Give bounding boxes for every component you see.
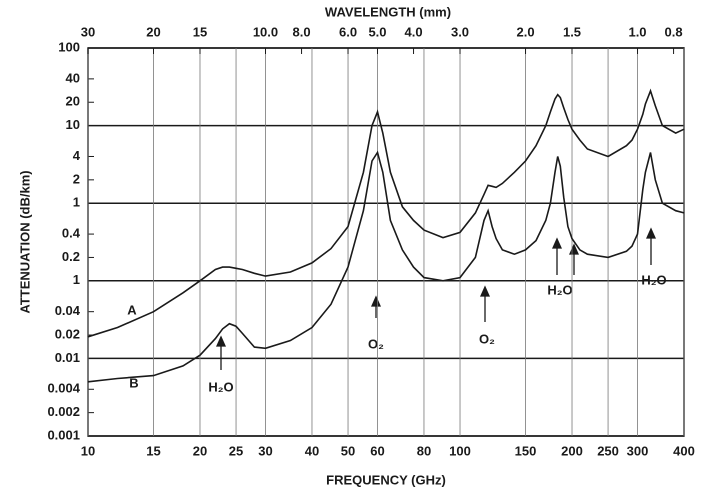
arrow-head bbox=[370, 295, 382, 307]
arrow-head bbox=[551, 237, 563, 249]
x2-tick-label: 1.5 bbox=[563, 24, 581, 39]
y-tick-label: 0.04 bbox=[55, 303, 81, 318]
y-tick-label: 0.01 bbox=[55, 350, 80, 365]
x2-tick-label: 30 bbox=[81, 24, 95, 39]
x-tick-label: 20 bbox=[193, 443, 207, 458]
y-tick-label: 10 bbox=[66, 117, 80, 132]
x-tick-label: 250 bbox=[597, 443, 619, 458]
x2-tick-label: 10.0 bbox=[253, 24, 278, 39]
x-tick-label: 50 bbox=[341, 443, 355, 458]
x-tick-label: 10 bbox=[81, 443, 95, 458]
x2-tick-label: 3.0 bbox=[451, 24, 469, 39]
annotation: O₂ bbox=[368, 336, 384, 351]
x-tick-label: 30 bbox=[258, 443, 272, 458]
arrow-head bbox=[215, 335, 227, 347]
x2-tick-label: 20 bbox=[146, 24, 160, 39]
y-tick-label: 0.4 bbox=[62, 226, 81, 241]
x2-tick-label: 6.0 bbox=[339, 24, 357, 39]
x2-tick-label: 2.0 bbox=[516, 24, 534, 39]
annotation: H₂O bbox=[641, 272, 666, 287]
y-tick-label: 100 bbox=[58, 39, 80, 54]
y-tick-label: 0.2 bbox=[62, 249, 80, 264]
x-tick-label: 150 bbox=[515, 443, 537, 458]
x2-tick-label: 15 bbox=[193, 24, 207, 39]
x2-tick-label: 1.0 bbox=[628, 24, 646, 39]
y-tick-label: 0.02 bbox=[55, 326, 80, 341]
y-tick-label: 4 bbox=[73, 148, 81, 163]
x-tick-label: 100 bbox=[449, 443, 471, 458]
x2-tick-label: 8.0 bbox=[293, 24, 311, 39]
annotation: O₂ bbox=[479, 331, 495, 346]
x-tick-label: 15 bbox=[146, 443, 160, 458]
x-tick-label: 400 bbox=[673, 443, 695, 458]
x2-tick-label: 4.0 bbox=[405, 24, 423, 39]
x-axis-title: FREQUENCY (GHz) bbox=[326, 472, 446, 487]
x2-tick-label: 0.8 bbox=[665, 24, 683, 39]
y-tick-label: 2 bbox=[73, 171, 80, 186]
y-tick-label: 0.001 bbox=[47, 427, 80, 442]
series-label: B bbox=[129, 375, 138, 390]
y-tick-label: 1 bbox=[73, 272, 80, 287]
x-tick-label: 300 bbox=[627, 443, 649, 458]
series-line bbox=[87, 88, 685, 338]
plot-frame bbox=[87, 47, 685, 437]
x-tick-label: 25 bbox=[229, 443, 243, 458]
y-axis-title: ATTENUATION (dB/km) bbox=[17, 170, 32, 313]
y-tick-label: 0.002 bbox=[47, 404, 80, 419]
series-label: A bbox=[127, 302, 137, 317]
annotation: H₂O bbox=[547, 282, 572, 297]
arrow-head bbox=[645, 227, 657, 239]
y-tick-label: 20 bbox=[66, 94, 80, 109]
x-tick-label: 80 bbox=[417, 443, 431, 458]
x-tick-label: 40 bbox=[305, 443, 319, 458]
series-line bbox=[87, 150, 685, 383]
y-tick-label: 40 bbox=[66, 70, 80, 85]
y-tick-label: 1 bbox=[73, 195, 80, 210]
annotation-arrows bbox=[215, 227, 657, 370]
y-tick-label: 0.004 bbox=[47, 381, 80, 396]
x-tick-label: 60 bbox=[370, 443, 384, 458]
arrow-head bbox=[479, 285, 491, 297]
x-tick-label: 200 bbox=[561, 443, 583, 458]
x2-tick-label: 5.0 bbox=[368, 24, 386, 39]
annotation: H₂O bbox=[208, 379, 233, 394]
top-axis-title: WAVELENGTH (mm) bbox=[325, 4, 451, 19]
